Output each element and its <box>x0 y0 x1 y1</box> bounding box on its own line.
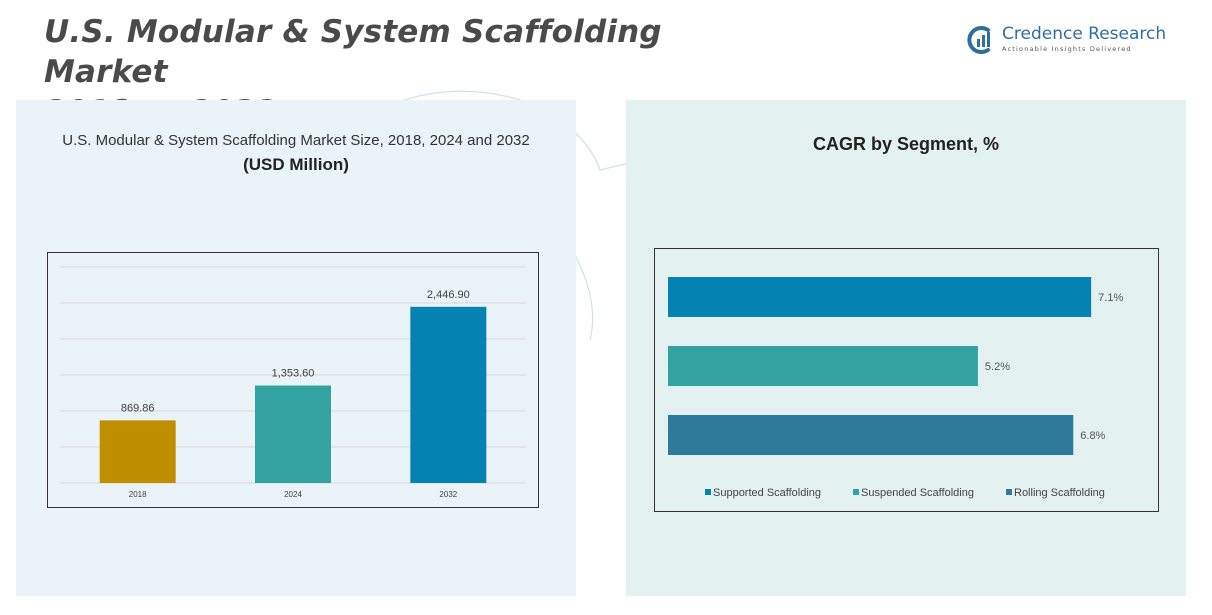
tick-label-2032: 2032 <box>439 490 457 499</box>
bar-chart-title: U.S. Modular & System Scaffolding Market… <box>62 132 530 149</box>
logo-mark-icon <box>967 26 990 54</box>
cagr-chart: 7.1% 5.2% 6.8% Supported Scaffolding Suspend… <box>654 248 1159 512</box>
bar-2032 <box>410 306 487 483</box>
cagr-bar-1 <box>668 277 1092 317</box>
logo-name: Credence Research <box>1002 24 1167 44</box>
legend-swatch-2 <box>853 489 859 495</box>
brand-logo: Credence Research Actionable Insights De… <box>966 22 1176 62</box>
logo-tagline: Actionable Insights Delivered <box>1002 45 1132 53</box>
market-size-chart-svg: 869.86 2018 1,353.60 2024 2,446.90 2032 <box>60 266 526 499</box>
legend-label-2: Suspended Scaffolding <box>861 487 974 499</box>
tick-label-2018: 2018 <box>129 490 147 499</box>
legend-swatch-3 <box>1006 489 1012 495</box>
legend-label-1: Supported Scaffolding <box>713 487 821 499</box>
cagr-chart-title: CAGR by Segment, % <box>812 134 1000 154</box>
cagr-value-label-1: 7.1% <box>1098 292 1123 304</box>
legend-swatch-1 <box>705 489 711 495</box>
title-line-1: U.S. Modular & System Scaffolding Market <box>44 14 662 90</box>
tick-label-2024: 2024 <box>284 490 302 499</box>
market-size-chart: 869.86 2018 1,353.60 2024 2,446.90 2032 <box>47 252 539 508</box>
cagr-value-label-3: 6.8% <box>1080 430 1105 442</box>
bar-2024 <box>255 385 331 483</box>
legend-label-3: Rolling Scaffolding <box>1014 487 1105 499</box>
value-label-2018: 869.86 <box>121 402 155 414</box>
bar-2018 <box>99 420 176 483</box>
value-label-2024: 1,353.60 <box>272 368 315 380</box>
cagr-value-label-2: 5.2% <box>985 361 1010 373</box>
bar-chart-subtitle: (USD Million) <box>243 155 349 174</box>
value-label-2032: 2,446.90 <box>427 289 470 301</box>
cagr-chart-svg: 7.1% 5.2% 6.8% Supported Scaffolding Suspend… <box>668 277 1123 499</box>
cagr-bar-2 <box>668 346 978 386</box>
cagr-bar-3 <box>668 415 1074 455</box>
